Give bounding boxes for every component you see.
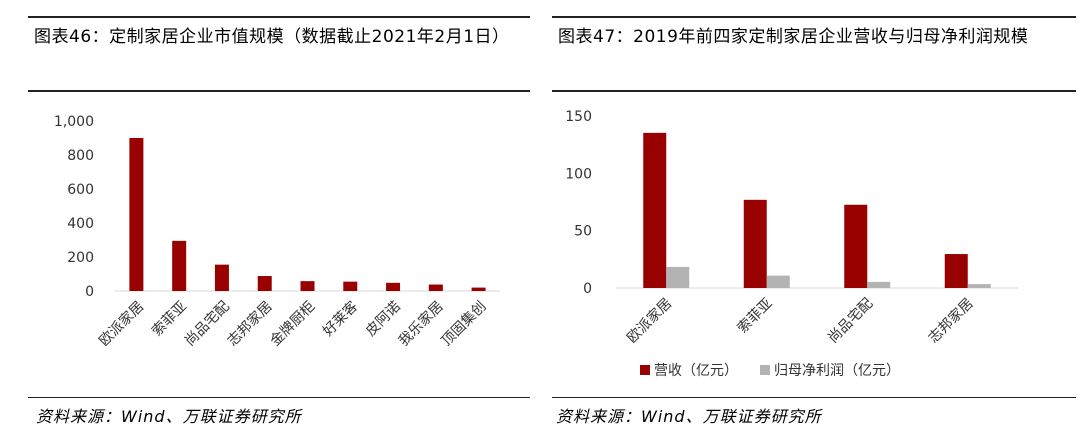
legend-label: 营收（亿元） [654,363,738,379]
category-label: 志邦家居 [925,295,977,347]
y-tick-label: 800 [67,148,94,164]
bar [343,281,358,291]
category-label: 尚品宅配 [825,296,876,347]
chart-title-bar: 图表46：定制家居企业市值规模（数据截止2021年2月1日） [28,16,530,92]
market-cap-bar-chart: 0 200 400 600 800 1,000 欧派家居 索菲亚 尚品宅配 志邦家居 金牌厨柜 好莱客… [0,92,530,394]
right-chart-panel: 图表47：2019年前四家定制家居企业营收与归母净利润规模 0 50 100 150 欧… [548,0,1080,434]
bar [666,266,690,288]
chart-title: 图表46：定制家居企业市值规模（数据截止2021年2月1日） [34,27,510,47]
y-tick-label: 1,000 [54,114,94,130]
y-tick-label: 150 [565,109,592,125]
bar [300,281,315,291]
legend-label: 归母净利润（亿元） [774,362,900,379]
category-label: 好莱客 [319,298,361,340]
y-tick-label: 0 [583,281,592,297]
chart-title: 图表47：2019年前四家定制家居企业营收与归母净利润规模 [558,27,1029,47]
category-label: 尚品宅配 [182,299,233,350]
bar [743,199,767,288]
bar [129,138,144,291]
category-label: 金牌厨柜 [267,298,319,350]
y-tick-label: 200 [67,250,94,266]
bar [471,287,486,291]
bar [867,281,891,288]
bar [844,204,868,288]
category-label: 志邦家居 [224,298,276,350]
bar [766,275,790,288]
y-tick-label: 600 [67,182,94,198]
y-tick-label: 0 [85,284,94,300]
category-label: 皮阿诺 [363,299,404,340]
y-tick-label: 100 [565,166,592,182]
bar [386,282,401,291]
legend-swatch [640,365,650,375]
bar [944,254,968,288]
source-divider [28,397,530,398]
y-tick-label: 50 [574,224,592,240]
bar [643,132,667,288]
category-label: 索菲亚 [734,295,776,337]
category-label: 顶固集创 [438,298,490,350]
source-note: 资料来源：Wind、万联证券研究所 [556,407,822,426]
left-chart-panel: 图表46：定制家居企业市值规模（数据截止2021年2月1日） 0 200 400 60… [0,0,530,434]
chart-title-bar: 图表47：2019年前四家定制家居企业营收与归母净利润规模 [552,16,1076,92]
source-note: 资料来源：Wind、万联证券研究所 [36,407,302,426]
bar [257,276,272,291]
legend-swatch [760,365,770,375]
bar [214,264,229,291]
revenue-profit-bar-chart: 0 50 100 150 欧派家居 索菲亚 尚品宅配 志邦家居营收（亿元） 归母净利润（亿元） [548,92,1080,394]
y-tick-label: 400 [67,216,94,232]
category-label: 欧派家居 [623,295,675,347]
category-label: 索菲亚 [148,298,190,340]
bar [428,284,443,291]
category-label: 我乐家居 [395,298,447,350]
source-divider [552,397,1076,398]
bar [967,284,991,288]
bar [172,240,187,291]
category-label: 欧派家居 [96,298,148,350]
